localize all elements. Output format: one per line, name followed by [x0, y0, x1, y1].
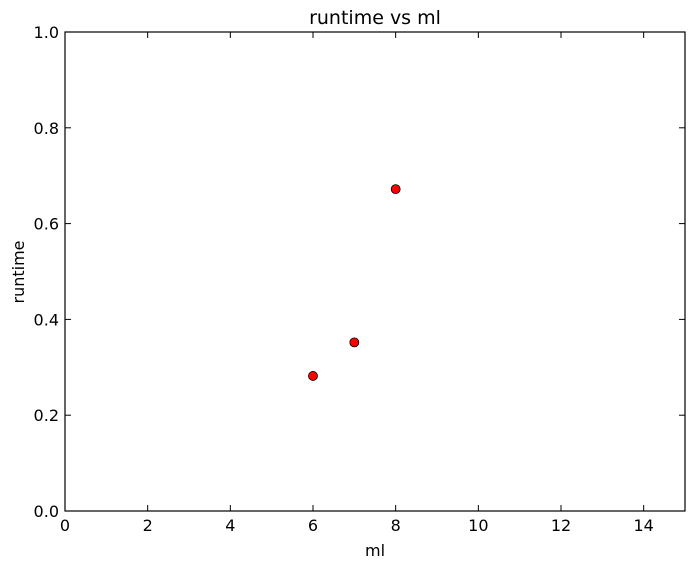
x-tick-label: 2 [143, 516, 153, 535]
y-axis-title: runtime [9, 240, 28, 303]
x-tick-label: 0 [60, 516, 70, 535]
x-axis-ticks: 0 2 4 6 8 10 12 14 [60, 32, 654, 535]
x-tick-label: 6 [308, 516, 318, 535]
data-points [308, 184, 401, 381]
x-tick-label: 10 [468, 516, 488, 535]
x-axis-title: ml [365, 541, 385, 560]
y-tick-label: 0.2 [34, 406, 59, 425]
y-tick-label: 0.4 [34, 310, 59, 329]
data-point [308, 371, 318, 381]
x-tick-label: 14 [633, 516, 653, 535]
plot-frame [64, 31, 686, 512]
x-tick-label: 8 [391, 516, 401, 535]
y-tick-label: 1.0 [34, 23, 59, 42]
data-point [349, 337, 360, 348]
y-axis-ticks: 0.0 0.2 0.4 0.6 0.8 1.0 [34, 23, 685, 521]
data-point [390, 184, 401, 195]
plot-area: 0 2 4 6 8 10 12 14 0.0 0.2 0.4 0.6 0.8 1.0 [34, 23, 686, 535]
x-tick-label: 12 [551, 516, 571, 535]
y-tick-label: 0.0 [34, 502, 59, 521]
y-tick-label: 0.8 [34, 119, 59, 138]
y-tick-label: 0.6 [34, 215, 59, 234]
chart-title: runtime vs ml [309, 7, 441, 29]
x-tick-label: 4 [225, 516, 235, 535]
